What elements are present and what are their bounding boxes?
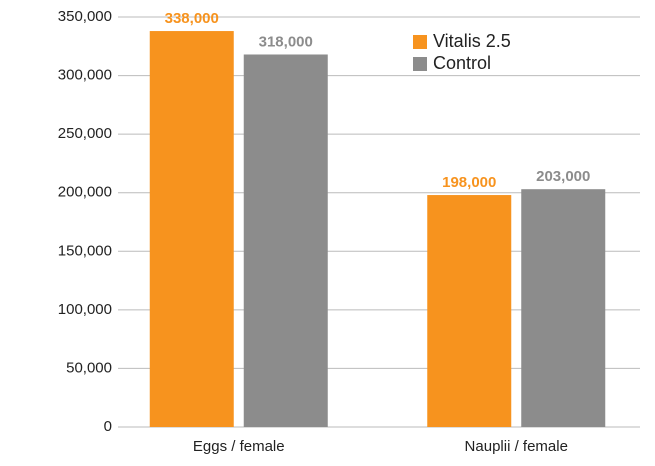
y-tick-label: 0 (104, 418, 112, 435)
bar (243, 54, 328, 427)
x-tick-label: Nauplii / female (465, 438, 568, 455)
value-label: 318,000 (259, 33, 313, 50)
y-tick-label: 200,000 (58, 184, 112, 201)
bar (521, 189, 606, 427)
x-tick-label: Eggs / female (193, 438, 285, 455)
y-tick-label: 250,000 (58, 125, 112, 142)
y-tick-label: 100,000 (58, 301, 112, 318)
bar (149, 31, 234, 428)
value-label: 198,000 (442, 174, 496, 191)
bar (427, 195, 512, 427)
y-tick-label: 50,000 (66, 359, 112, 376)
legend-swatch (413, 57, 427, 71)
legend-label: Vitalis 2.5 (433, 31, 511, 51)
value-label: 338,000 (165, 10, 219, 27)
y-tick-label: 350,000 (58, 8, 112, 25)
legend-swatch (413, 35, 427, 49)
y-tick-label: 150,000 (58, 242, 112, 259)
legend-label: Control (433, 53, 491, 73)
y-tick-label: 300,000 (58, 67, 112, 84)
value-label: 203,000 (536, 168, 590, 185)
